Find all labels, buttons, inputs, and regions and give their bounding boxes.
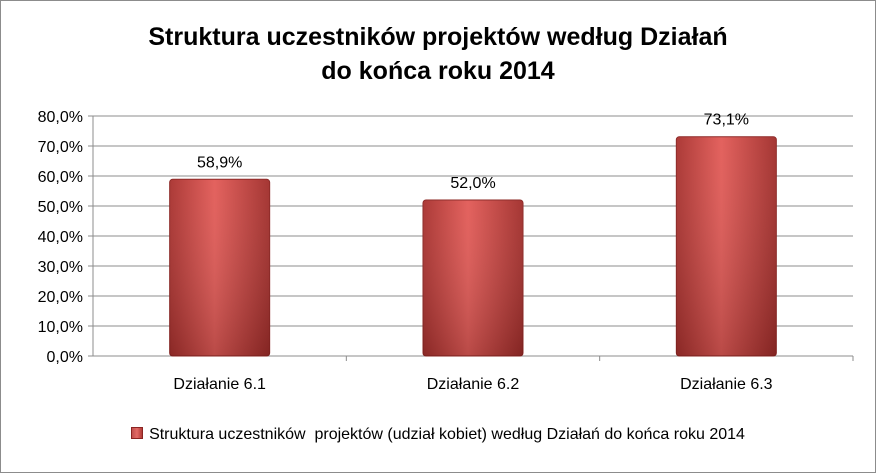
bar-shade [423, 200, 523, 356]
bar-shade [676, 136, 777, 356]
y-tick-label: 40,0% [38, 229, 83, 246]
y-tick-label: 30,0% [38, 259, 83, 276]
data-label: 58,9% [197, 154, 242, 171]
chart-title: Struktura uczestników projektów według D… [0, 20, 876, 88]
chart-title-line2: do końca roku 2014 [321, 57, 555, 85]
x-tick-label: Działanie 6.2 [427, 376, 520, 393]
y-tick-label: 0,0% [47, 349, 83, 366]
legend-label: Struktura uczestników projektów (udział … [149, 426, 745, 443]
y-tick-label: 80,0% [38, 109, 83, 126]
data-label: 73,1% [704, 112, 749, 129]
y-tick-label: 60,0% [38, 169, 83, 186]
x-tick-label: Działanie 6.3 [680, 376, 773, 393]
x-tick-label: Działanie 6.1 [173, 376, 266, 393]
bar-shade [169, 179, 270, 356]
legend-swatch [131, 426, 144, 439]
chart-title-line1: Struktura uczestników projektów według D… [148, 23, 728, 51]
y-tick-label: 70,0% [38, 139, 83, 156]
y-tick-label: 20,0% [38, 289, 83, 306]
y-tick-label: 50,0% [38, 199, 83, 216]
data-label: 52,0% [450, 175, 495, 192]
legend: Struktura uczestników projektów (udział … [0, 426, 876, 444]
y-tick-label: 10,0% [38, 319, 83, 336]
